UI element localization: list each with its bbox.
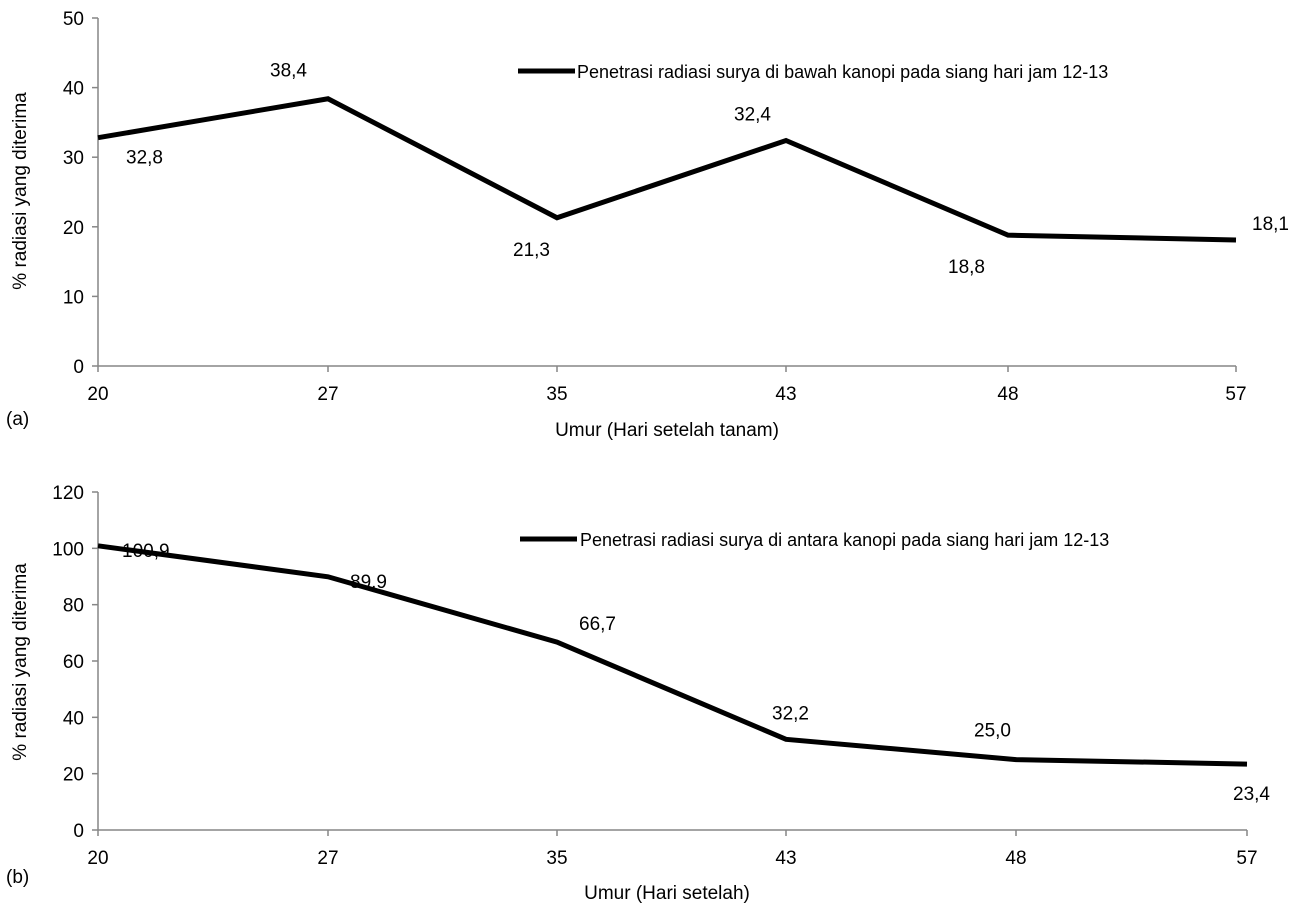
data-label: 32,8 bbox=[126, 148, 163, 169]
chart-b-legend-label: Penetrasi radiasi surya di antara kanopi… bbox=[580, 530, 1109, 550]
y-tick-label: 80 bbox=[63, 596, 84, 617]
data-label: 38,4 bbox=[270, 61, 307, 82]
y-tick-label: 20 bbox=[63, 218, 84, 239]
chart-a-x-ticks: 20 27 35 43 48 57 bbox=[87, 366, 1247, 405]
data-label: 100,9 bbox=[122, 541, 170, 562]
x-tick-label: 27 bbox=[317, 848, 338, 869]
y-tick-label: 10 bbox=[63, 287, 84, 308]
x-tick-label: 43 bbox=[775, 384, 796, 405]
chart-a-series-line bbox=[97, 96, 1237, 243]
data-label: 25,0 bbox=[974, 721, 1011, 742]
chart-b-series-line bbox=[97, 543, 1248, 767]
chart-a-y-ticks: 0 10 20 30 40 50 bbox=[63, 9, 98, 378]
y-tick-label: 0 bbox=[73, 821, 84, 842]
chart-b-panel-label: (b) bbox=[6, 867, 29, 888]
x-tick-label: 48 bbox=[1005, 848, 1026, 869]
data-label: 32,4 bbox=[734, 104, 771, 125]
y-tick-label: 60 bbox=[63, 652, 84, 673]
x-tick-label: 57 bbox=[1236, 848, 1257, 869]
chart-a-legend-label: Penetrasi radiasi surya di bawah kanopi … bbox=[577, 62, 1108, 82]
y-tick-label: 100 bbox=[52, 539, 84, 560]
x-tick-label: 35 bbox=[546, 848, 567, 869]
chart-b-x-ticks: 20 27 35 43 48 57 bbox=[87, 830, 1258, 869]
x-tick-label: 27 bbox=[317, 384, 338, 405]
data-label: 66,7 bbox=[579, 614, 616, 635]
chart-a-legend: Penetrasi radiasi surya di bawah kanopi … bbox=[518, 62, 1108, 82]
chart-b-legend: Penetrasi radiasi surya di antara kanopi… bbox=[520, 530, 1109, 550]
y-tick-label: 30 bbox=[63, 148, 84, 169]
y-tick-label: 40 bbox=[63, 708, 84, 729]
chart-b-y-ticks: 0 20 40 60 80 100 120 bbox=[52, 483, 98, 842]
x-tick-label: 43 bbox=[775, 848, 796, 869]
chart-a-data-labels: 32,8 38,4 21,3 32,4 18,8 18,1 bbox=[126, 61, 1289, 278]
data-label: 21,3 bbox=[513, 240, 550, 261]
x-tick-label: 20 bbox=[87, 848, 108, 869]
y-tick-label: 0 bbox=[73, 357, 84, 378]
data-label: 18,1 bbox=[1252, 214, 1289, 235]
x-tick-label: 35 bbox=[546, 384, 567, 405]
y-tick-label: 120 bbox=[52, 483, 84, 504]
x-tick-label: 57 bbox=[1225, 384, 1246, 405]
chart-b-x-axis-title: Umur (Hari setelah) bbox=[584, 883, 750, 904]
data-label: 23,4 bbox=[1233, 784, 1270, 805]
x-tick-label: 20 bbox=[87, 384, 108, 405]
chart-b-y-axis-title: % radiasi yang diterima bbox=[10, 563, 31, 761]
y-tick-label: 20 bbox=[63, 765, 84, 786]
chart-a-x-axis-title: Umur (Hari setelah tanam) bbox=[555, 420, 779, 441]
data-label: 89,9 bbox=[350, 572, 387, 593]
chart-a-panel-label: (a) bbox=[6, 409, 29, 430]
data-label: 32,2 bbox=[772, 703, 809, 724]
x-tick-label: 48 bbox=[997, 384, 1018, 405]
y-tick-label: 50 bbox=[63, 9, 84, 30]
data-label: 18,8 bbox=[948, 257, 985, 278]
y-tick-label: 40 bbox=[63, 79, 84, 100]
chart-a-y-axis-title: % radiasi yang diterima bbox=[10, 92, 31, 290]
chart-b-data-labels: 100,9 89,9 66,7 32,2 25,0 23,4 bbox=[122, 541, 1270, 805]
